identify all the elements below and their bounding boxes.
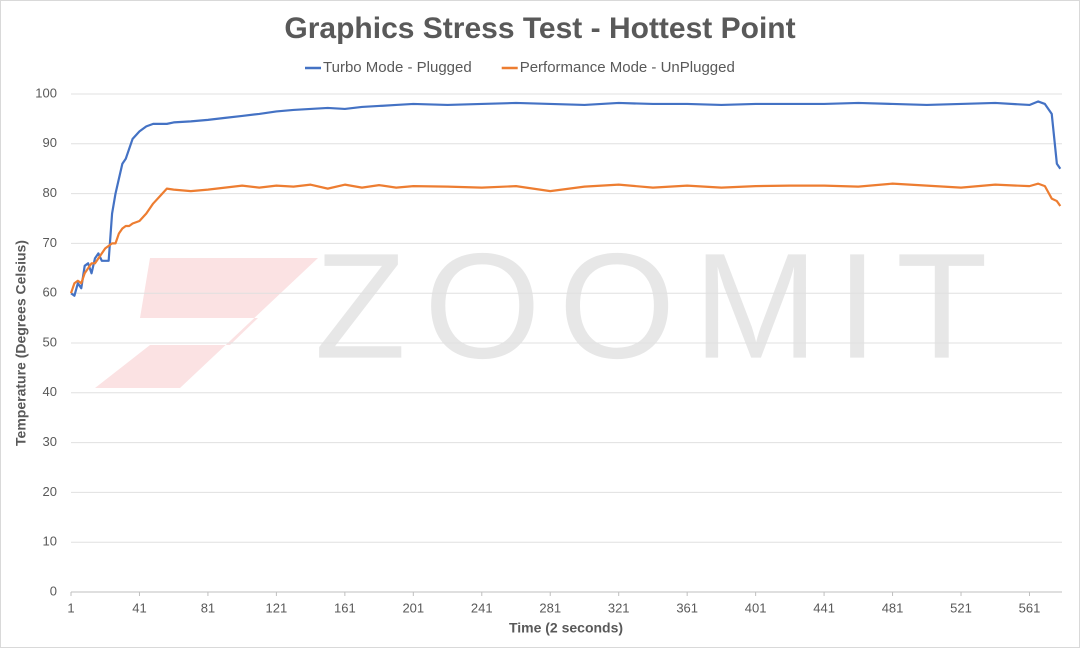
y-tick-label: 100 [35, 85, 57, 100]
y-tick-label: 0 [50, 583, 57, 598]
series-line [70, 100, 1062, 297]
legend-label: Performance Mode - UnPlugged [520, 59, 735, 76]
x-tick-label: 161 [334, 600, 356, 615]
x-tick-label: 201 [402, 600, 424, 615]
x-tick-label: 321 [608, 600, 630, 615]
x-tick-label: 241 [471, 600, 493, 615]
watermark-logo [95, 258, 318, 388]
x-tick-label: 281 [539, 600, 561, 615]
x-tick-label: 561 [1019, 600, 1041, 615]
watermark: ZOOMIT [314, 222, 1005, 390]
y-tick-label: 80 [43, 185, 57, 200]
x-tick-label: 81 [201, 600, 215, 615]
y-tick-label: 30 [43, 434, 57, 449]
y-tick-label: 50 [43, 334, 57, 349]
x-tick-label: 481 [882, 600, 904, 615]
y-tick-label: 20 [43, 484, 57, 499]
x-tick-label: 41 [132, 600, 146, 615]
y-tick-label: 10 [43, 534, 57, 549]
x-tick-label: 1 [67, 600, 74, 615]
y-tick-label: 40 [43, 384, 57, 399]
chart-title: Graphics Stress Test - Hottest Point [284, 12, 795, 45]
y-axis-title: Temperature (Degrees Celsius) [13, 240, 29, 446]
y-tick-label: 60 [43, 285, 57, 300]
x-tick-label: 121 [266, 600, 288, 615]
y-tick-label: 70 [43, 235, 57, 250]
legend-label: Turbo Mode - Plugged [323, 59, 472, 76]
series-line [69, 182, 1062, 294]
x-tick-label: 361 [676, 600, 698, 615]
x-tick-label: 401 [745, 600, 767, 615]
x-tick-label: 441 [813, 600, 835, 615]
x-tick-label: 521 [950, 600, 972, 615]
y-tick-label: 90 [43, 135, 57, 150]
x-axis-title: Time (2 seconds) [509, 620, 623, 636]
